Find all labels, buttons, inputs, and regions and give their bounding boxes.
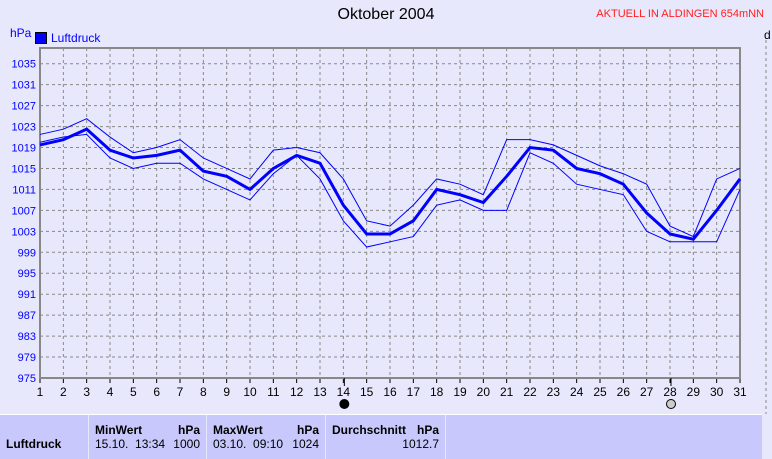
min-date: 15.10. 13:34 — [95, 437, 166, 451]
max-unit: hPa — [296, 423, 319, 437]
min-value: 1000 — [173, 437, 200, 451]
x-tick-label: 15 — [360, 385, 374, 399]
legend-swatch — [35, 32, 47, 44]
x-tick-label: 16 — [383, 385, 397, 399]
y-tick-label: 999 — [18, 247, 36, 259]
x-tick-label: 14 — [337, 385, 351, 399]
x-tick-label: 30 — [710, 385, 724, 399]
station-label: AKTUELL IN ALDINGEN 654mNN — [596, 8, 764, 20]
series-line-max — [39, 118, 741, 238]
x-tick-label: 6 — [153, 385, 160, 399]
max-date: 03.10. 09:10 — [213, 437, 284, 451]
stats-row-label: Luftdruck — [6, 437, 62, 451]
x-tick-label: 4 — [107, 385, 114, 399]
y-tick-label: 1027 — [12, 101, 36, 113]
x-tick-label: 18 — [430, 385, 444, 399]
y-tick-label: 991 — [18, 289, 36, 301]
x-tick-label: 8 — [200, 385, 207, 399]
x-tick-label: 29 — [687, 385, 701, 399]
legend-label: Luftdruck — [51, 31, 101, 45]
adjacent-chart-label: d — [764, 28, 771, 42]
max-value: 1024 — [292, 437, 319, 451]
y-tick-label: 1019 — [12, 143, 36, 155]
x-tick-label: 20 — [477, 385, 491, 399]
x-tick-label: 31 — [733, 385, 747, 399]
full-moon-icon — [666, 399, 676, 409]
avg-unit: hPa — [416, 423, 439, 437]
x-tick-label: 11 — [267, 385, 280, 399]
x-tick-label: 1 — [37, 385, 44, 399]
pressure-chart: 1 2 3 4 5 6 7 8 9 10 11 12 13 14 15 16 17 18 19 20 21 22 23 24 2… — [12, 40, 767, 414]
x-tick-label: 3 — [83, 385, 90, 399]
y-tick-label: 1015 — [12, 163, 36, 175]
x-tick-label: 7 — [177, 385, 184, 399]
y-tick-label: 979 — [18, 352, 36, 364]
series-line-min — [39, 133, 741, 248]
x-tick-label: 2 — [60, 385, 67, 399]
y-tick-label: 995 — [18, 268, 36, 280]
plot-border — [39, 47, 741, 379]
stats-panel: Luftdruck MinWert hPa 15.10. 13:34 1000 Ma… — [0, 414, 762, 459]
max-label: MaxWert — [213, 423, 263, 437]
avg-value: 1012.7 — [402, 437, 439, 451]
y-axis-unit: hPa — [10, 26, 32, 40]
x-tick-label: 23 — [547, 385, 561, 399]
y-tick-label: 1035 — [12, 59, 36, 71]
chart-title: Oktober 2004 — [337, 6, 435, 23]
x-tick-label: 28 — [663, 385, 677, 399]
legend: Luftdruck — [35, 31, 100, 45]
y-tick-label: 975 — [18, 373, 36, 385]
y-tick-label: 1023 — [12, 122, 36, 134]
x-tick-label: 19 — [453, 385, 467, 399]
y-tick-label: 1031 — [12, 80, 36, 92]
x-tick-label: 17 — [407, 385, 421, 399]
avg-label: Durchschnitt — [332, 423, 407, 437]
x-tick-label: 22 — [523, 385, 537, 399]
x-tick-label: 13 — [313, 385, 327, 399]
x-tick-label: 12 — [290, 385, 304, 399]
y-tick-label: 1011 — [12, 184, 36, 196]
x-tick-label: 21 — [500, 385, 514, 399]
min-label: MinWert — [95, 423, 143, 437]
x-tick-label: 24 — [570, 385, 584, 399]
x-tick-label: 10 — [243, 385, 257, 399]
x-tick-label: 26 — [617, 385, 631, 399]
y-tick-label: 983 — [18, 331, 36, 343]
x-tick-label: 5 — [130, 385, 137, 399]
min-unit: hPa — [177, 423, 200, 437]
y-tick-label: 987 — [18, 310, 36, 322]
x-tick-label: 27 — [640, 385, 654, 399]
x-tick-label: 9 — [223, 385, 230, 399]
x-tick-label: 25 — [593, 385, 607, 399]
new-moon-icon — [339, 399, 350, 409]
y-tick-label: 1007 — [12, 205, 36, 217]
series-line-mean — [39, 127, 742, 241]
y-tick-label: 1003 — [12, 226, 36, 238]
